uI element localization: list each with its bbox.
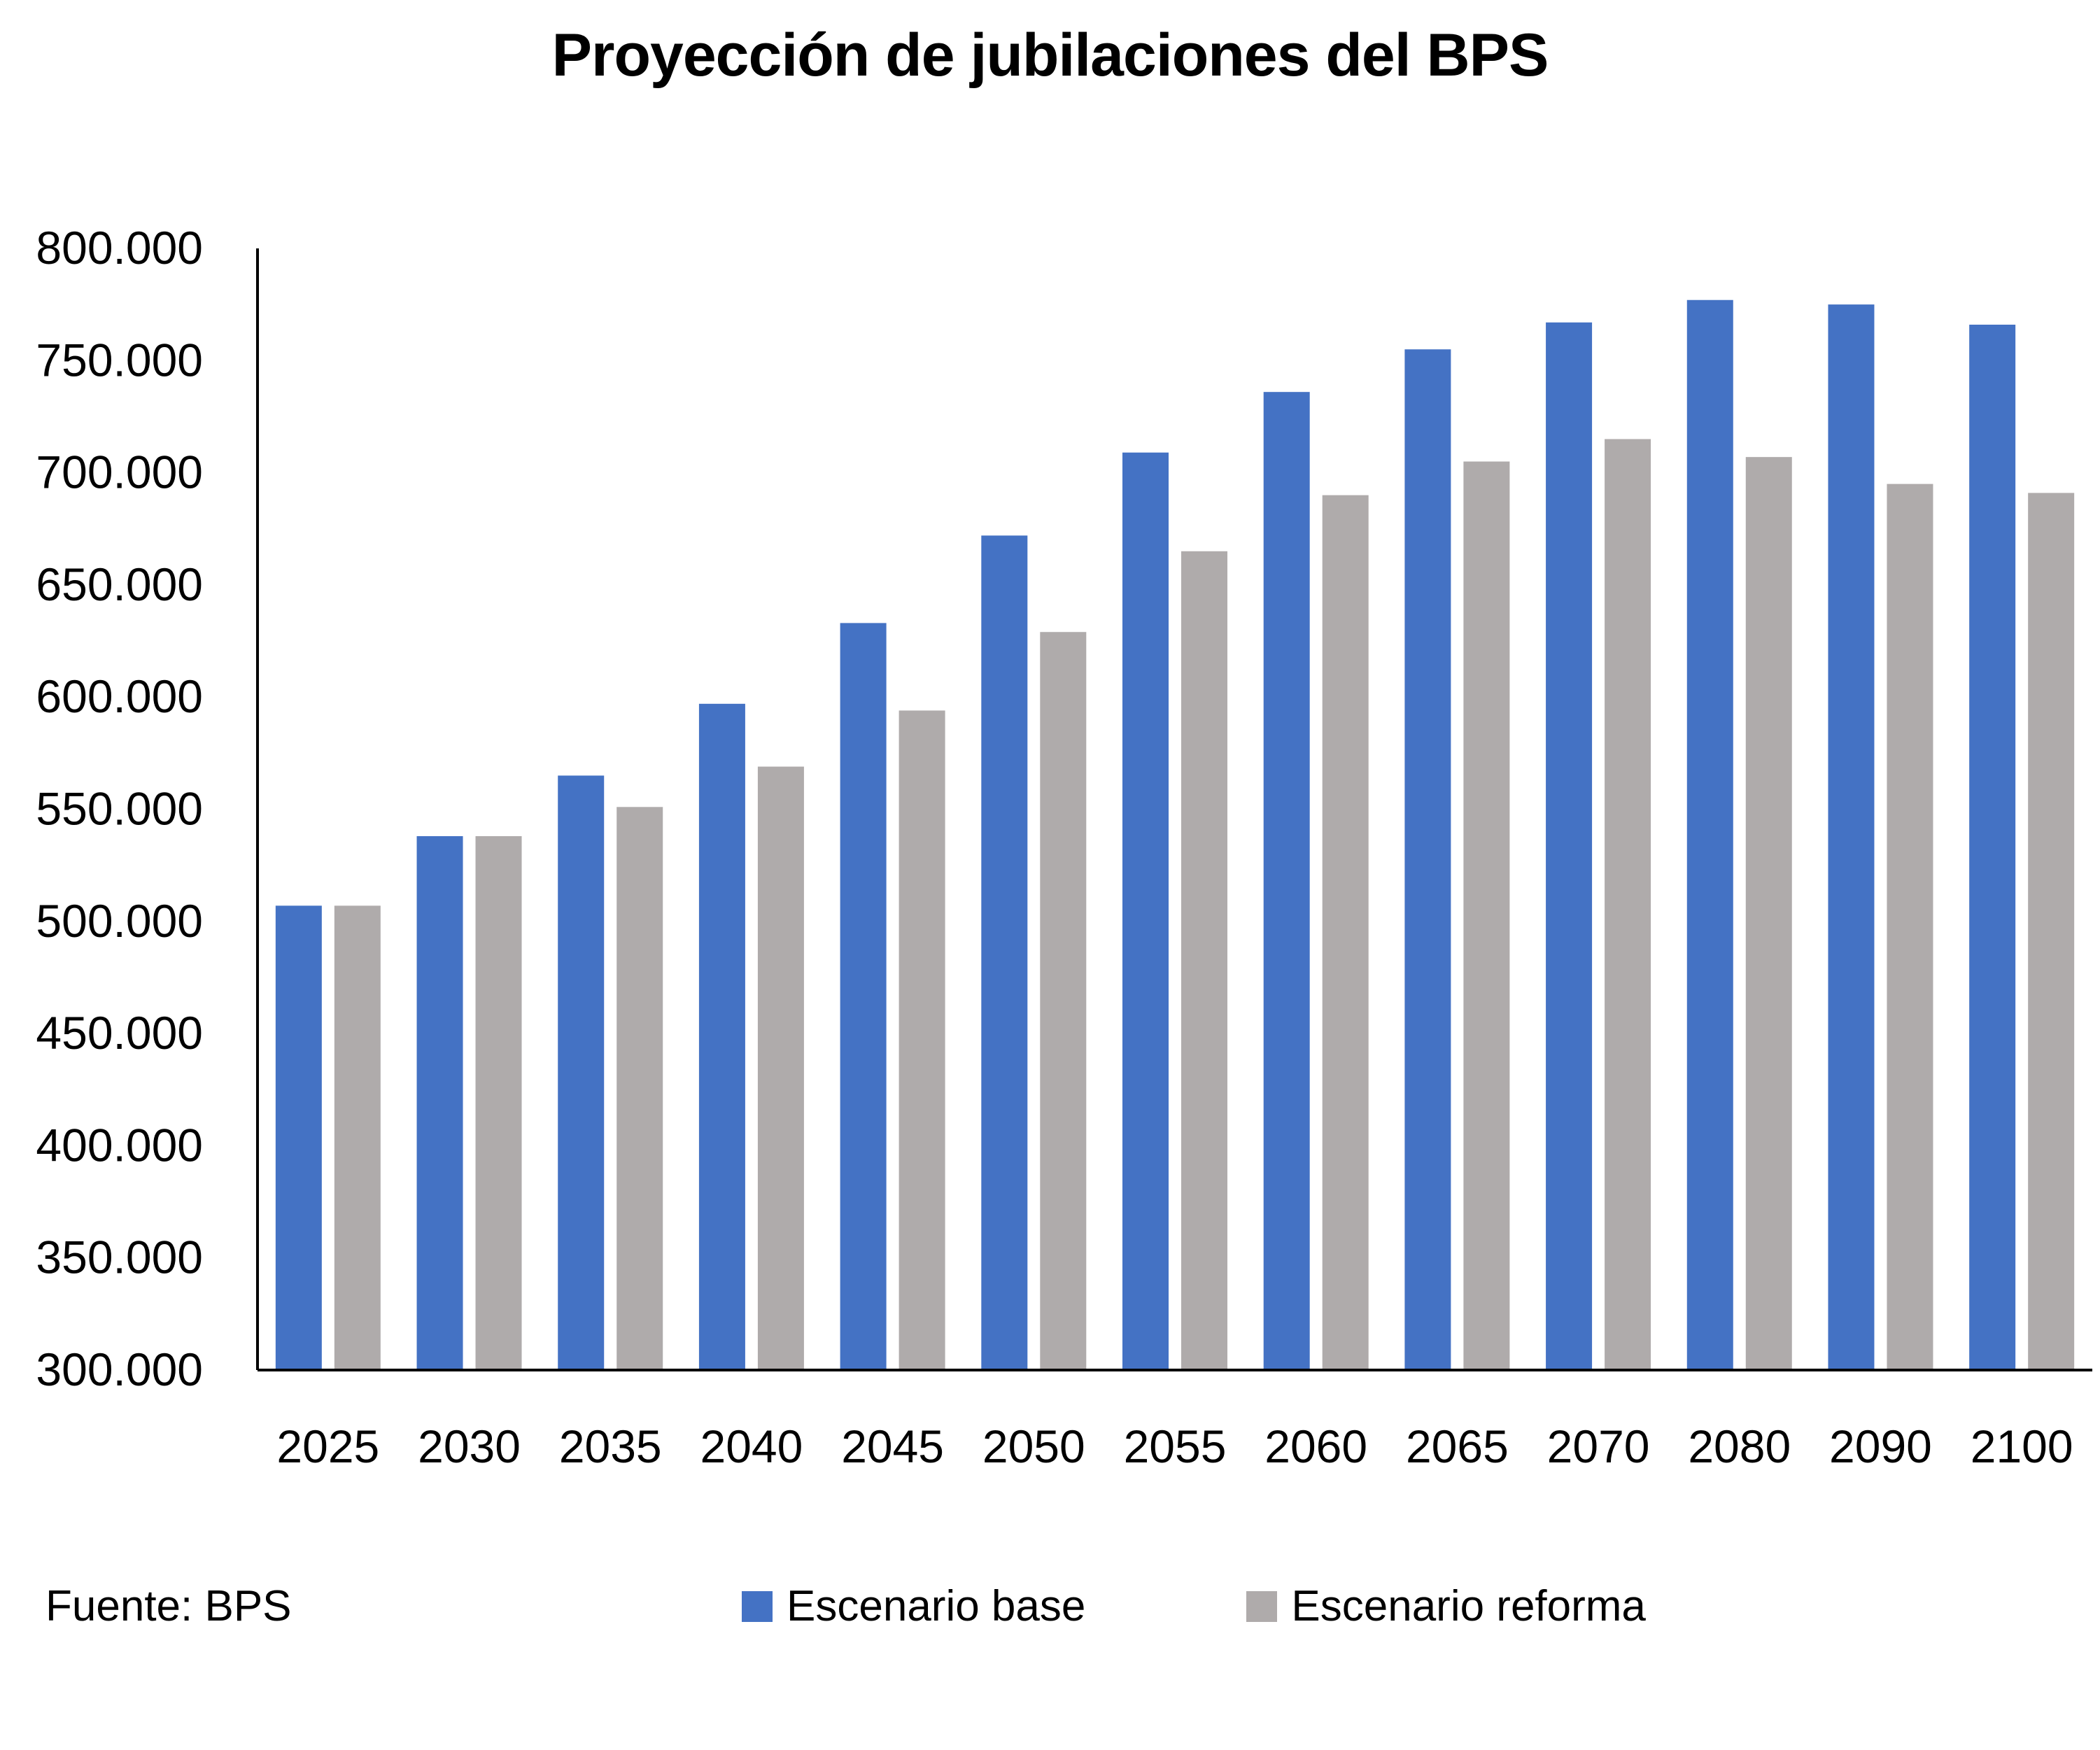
- x-tick-label: 2080: [1688, 1420, 1791, 1472]
- bar-reforma-2030: [475, 835, 522, 1370]
- x-tick-label: 2070: [1547, 1420, 1650, 1472]
- x-axis-ticks: 2025 2030 2035 2040 2045 2050 2055 2060 2065 2070…: [276, 1420, 2073, 1472]
- y-tick-label: 400.000: [36, 1119, 203, 1171]
- bar-base-2055: [1122, 452, 1169, 1370]
- bar-base-2090: [1828, 304, 1875, 1370]
- x-tick-label: 2060: [1264, 1420, 1367, 1472]
- legend-label-base: Escenario base: [787, 1582, 1086, 1630]
- chart-title: Proyección de jubilaciones del BPS: [551, 22, 1549, 89]
- bar-base-2035: [558, 775, 605, 1370]
- bar-reforma-2045: [899, 710, 945, 1370]
- y-tick-label: 800.000: [36, 222, 203, 274]
- bar-reforma-2050: [1040, 632, 1087, 1370]
- bar-reforma-2025: [334, 905, 381, 1370]
- x-tick-label: 2065: [1406, 1420, 1509, 1472]
- legend-item-base: Escenario base: [742, 1581, 1085, 1631]
- x-tick-label: 2030: [418, 1420, 521, 1472]
- bar-base-2045: [840, 623, 887, 1370]
- bar-base-2030: [416, 835, 463, 1370]
- x-tick-label: 2040: [700, 1420, 803, 1472]
- x-tick-label: 2055: [1124, 1420, 1227, 1472]
- bar-reforma-2090: [1887, 484, 1933, 1370]
- bar-base-2050: [981, 535, 1028, 1371]
- y-tick-label: 750.000: [36, 334, 203, 386]
- y-tick-label: 450.000: [36, 1007, 203, 1059]
- bar-base-2060: [1263, 392, 1310, 1370]
- y-tick-label: 550.000: [36, 783, 203, 835]
- x-tick-label: 2090: [1829, 1420, 1932, 1472]
- y-tick-label: 500.000: [36, 895, 203, 947]
- legend: Escenario base Escenario reforma: [742, 1581, 1807, 1631]
- x-tick-label: 2025: [276, 1420, 379, 1472]
- x-tick-label: 2045: [841, 1420, 944, 1472]
- legend-swatch-base: [742, 1590, 773, 1622]
- bar-reforma-2060: [1322, 495, 1369, 1371]
- y-tick-label: 650.000: [36, 558, 203, 610]
- legend-label-reforma: Escenario reforma: [1291, 1582, 1646, 1630]
- bar-base-2025: [275, 905, 322, 1370]
- bar-reforma-2035: [616, 807, 663, 1370]
- bar-reforma-2055: [1181, 551, 1227, 1370]
- y-tick-label: 600.000: [36, 670, 203, 722]
- x-tick-label: 2050: [982, 1420, 1085, 1472]
- bar-base-2070: [1546, 322, 1593, 1371]
- bar-reforma-2065: [1463, 461, 1510, 1370]
- x-tick-label: 2035: [559, 1420, 662, 1472]
- legend-item-reforma: Escenario reforma: [1246, 1581, 1646, 1631]
- y-axis-ticks: 300.000 350.000 400.000 450.000 500.000 550.0…: [36, 222, 203, 1395]
- bar-reforma-2080: [1745, 457, 1792, 1371]
- bar-reforma-2070: [1605, 439, 1651, 1370]
- bars-group: [275, 299, 2075, 1371]
- x-tick-label: 2100: [1971, 1420, 2073, 1472]
- y-tick-label: 700.000: [36, 446, 203, 498]
- bar-base-2080: [1686, 299, 1733, 1370]
- bar-base-2100: [1969, 325, 2016, 1370]
- y-tick-label: 300.000: [36, 1343, 203, 1395]
- y-tick-label: 350.000: [36, 1232, 203, 1283]
- bar-reforma-2100: [2028, 493, 2075, 1370]
- bar-base-2065: [1404, 349, 1451, 1370]
- legend-swatch-reforma: [1246, 1590, 1278, 1622]
- bar-base-2040: [698, 703, 745, 1370]
- source-note: Fuente: BPS: [45, 1582, 292, 1630]
- bar-reforma-2040: [757, 766, 804, 1370]
